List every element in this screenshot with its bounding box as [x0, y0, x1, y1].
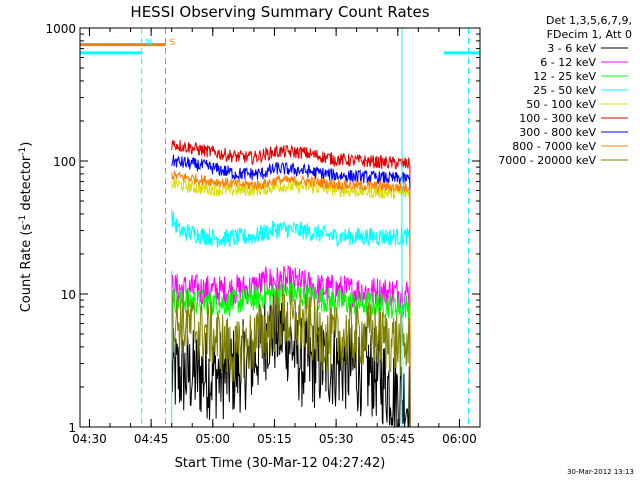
legend-entry-label: 100 - 300 keV [519, 112, 596, 125]
series-line-6 [171, 154, 411, 427]
axes: 04:30 04:45 05:00 05:15 05:30 05:45 06:00 1 10 10… [45, 22, 481, 446]
x-tick-label: 06:00 [442, 432, 477, 446]
y-tick-label: 10 [61, 288, 76, 302]
x-tick-label: 05:00 [195, 432, 230, 446]
series-line-7 [171, 170, 411, 427]
x-tick-label: 04:30 [72, 432, 107, 446]
legend-header-line-1: Det 1,3,5,6,7,9, [546, 14, 632, 27]
legend-entry-label: 800 - 7000 keV [512, 140, 596, 153]
legend-entry-label: 300 - 800 keV [519, 126, 596, 139]
y-tick-label: 100 [53, 155, 76, 169]
y-axis-label: Count Rate (s-1 detector-1) [18, 142, 34, 313]
marker-label: N [146, 38, 153, 48]
x-tick-label: 04:45 [134, 432, 169, 446]
x-tick-label: 05:30 [319, 432, 354, 446]
x-axis-label: Start Time (30-Mar-12 04:27:42) [175, 456, 386, 471]
legend-entry-label: 7000 - 20000 keV [498, 154, 596, 167]
y-tick-label: 1000 [45, 22, 76, 36]
legend-header-line-2: FDecim 1, Att 0 [547, 28, 632, 41]
series-line-4 [171, 177, 411, 427]
x-tick-label: 05:45 [380, 432, 415, 446]
series-line-8 [171, 288, 411, 427]
marker-label: S [170, 38, 176, 48]
legend-entry-label: 3 - 6 keV [547, 42, 596, 55]
legend: Det 1,3,5,6,7,9, FDecim 1, Att 0 3 - 6 k… [498, 14, 632, 167]
plot-frame [79, 27, 481, 428]
series-line-5 [171, 140, 411, 427]
legend-entry-label: 50 - 100 keV [526, 98, 596, 111]
series-line-3 [171, 209, 411, 427]
legend-entry-label: 12 - 25 keV [533, 70, 596, 83]
series-line-0 [171, 286, 411, 427]
legend-entry-label: 6 - 12 keV [540, 56, 596, 69]
legend-entry-label: 25 - 50 keV [533, 84, 596, 97]
x-tick-label: 05:15 [257, 432, 292, 446]
chart-title: HESSI Observing Summary Count Rates [130, 3, 429, 21]
y-tick-label: 1 [68, 421, 76, 435]
footer-date: 30-Mar-2012 13:13 [567, 468, 634, 476]
